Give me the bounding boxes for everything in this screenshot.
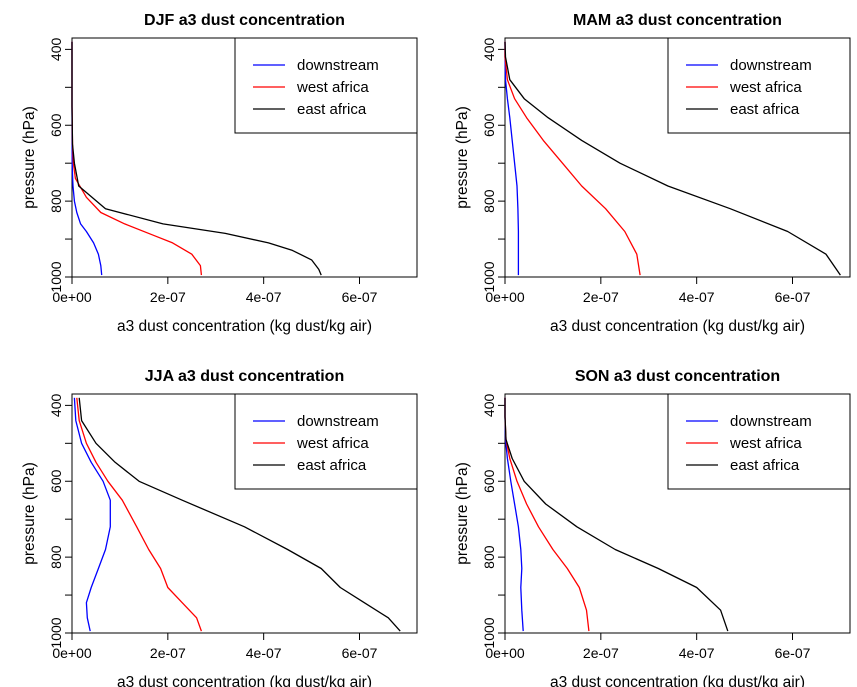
y-tick-label: 400 xyxy=(48,37,64,61)
x-tick-label: 0e+00 xyxy=(485,289,525,305)
y-tick-label: 800 xyxy=(48,545,64,569)
chart-panel-1: MAM a3 dust concentration 0e+00 2e-07 4e-07… xyxy=(454,12,851,335)
series-line-west-africa xyxy=(76,397,203,632)
x-tick-label: 4e-07 xyxy=(246,645,282,661)
y-tick-label: 800 xyxy=(481,189,497,213)
x-tick-label: 6e-07 xyxy=(775,289,811,305)
legend-label: east africa xyxy=(297,101,367,118)
x-tick-label: 4e-07 xyxy=(679,645,715,661)
x-axis-label: a3 dust concentration (kg dust/kg air) xyxy=(550,674,805,687)
y-tick-label: 400 xyxy=(481,37,497,61)
legend-label: east africa xyxy=(730,101,800,118)
legend-box xyxy=(667,37,851,134)
chart-title: SON a3 dust concentration xyxy=(575,368,780,385)
x-tick-label: 2e-07 xyxy=(150,645,186,661)
x-tick-label: 6e-07 xyxy=(342,645,378,661)
legend-box xyxy=(667,393,851,490)
legend-label: downstream xyxy=(297,57,379,74)
y-tick-label: 600 xyxy=(48,113,64,137)
y-tick-label: 1000 xyxy=(481,261,497,292)
series-line-downstream xyxy=(73,397,111,632)
chart-panel-3: SON a3 dust concentration 0e+00 2e-07 4e-07… xyxy=(454,368,851,687)
y-tick-label: 600 xyxy=(481,113,497,137)
x-tick-label: 0e+00 xyxy=(485,645,525,661)
legend-label: downstream xyxy=(730,57,812,74)
chart-title: MAM a3 dust concentration xyxy=(573,12,782,29)
x-tick-label: 2e-07 xyxy=(583,645,619,661)
x-tick-label: 4e-07 xyxy=(246,289,282,305)
chart-panel-0: DJF a3 dust concentration 0e+00 2e-07 4e-07… xyxy=(21,12,418,335)
legend-label: west africa xyxy=(729,435,802,452)
x-tick-label: 2e-07 xyxy=(150,289,186,305)
legend-label: east africa xyxy=(297,457,367,474)
legend-label: downstream xyxy=(297,413,379,430)
x-axis-label: a3 dust concentration (kg dust/kg air) xyxy=(550,318,805,335)
y-axis-label: pressure (hPa) xyxy=(21,462,38,565)
series-line-east-africa xyxy=(504,397,729,632)
x-tick-label: 2e-07 xyxy=(583,289,619,305)
series-line-downstream xyxy=(504,41,520,276)
series-line-east-africa xyxy=(504,41,841,276)
x-tick-label: 0e+00 xyxy=(52,645,92,661)
y-tick-label: 800 xyxy=(481,545,497,569)
x-axis-label: a3 dust concentration (kg dust/kg air) xyxy=(117,318,372,335)
legend-label: west africa xyxy=(296,435,369,452)
y-tick-label: 800 xyxy=(48,189,64,213)
legend-label: downstream xyxy=(730,413,812,430)
y-tick-label: 1000 xyxy=(48,617,64,648)
x-tick-label: 0e+00 xyxy=(52,289,92,305)
y-axis-label: pressure (hPa) xyxy=(454,462,471,565)
chart-title: JJA a3 dust concentration xyxy=(145,368,344,385)
y-axis-label: pressure (hPa) xyxy=(21,106,38,209)
y-tick-label: 400 xyxy=(48,393,64,417)
chart-title: DJF a3 dust concentration xyxy=(144,12,345,29)
y-axis-label: pressure (hPa) xyxy=(454,106,471,209)
legend-label: west africa xyxy=(296,79,369,96)
series-line-east-africa xyxy=(71,41,322,276)
x-tick-label: 6e-07 xyxy=(775,645,811,661)
legend-label: east africa xyxy=(730,457,800,474)
x-tick-label: 4e-07 xyxy=(679,289,715,305)
y-tick-label: 1000 xyxy=(48,261,64,292)
y-tick-label: 1000 xyxy=(481,617,497,648)
series-line-west-africa xyxy=(504,41,641,276)
y-tick-label: 400 xyxy=(481,393,497,417)
series-line-east-africa xyxy=(78,397,401,632)
series-line-downstream xyxy=(504,397,524,632)
legend-box xyxy=(234,393,418,490)
series-line-west-africa xyxy=(504,397,590,632)
chart-panel-2: JJA a3 dust concentration 0e+00 2e-07 4e-07… xyxy=(21,368,418,687)
y-tick-label: 600 xyxy=(48,469,64,493)
series-line-downstream xyxy=(71,41,103,276)
legend-label: west africa xyxy=(729,79,802,96)
legend-box xyxy=(234,37,418,134)
x-axis-label: a3 dust concentration (kg dust/kg air) xyxy=(117,674,372,687)
y-tick-label: 600 xyxy=(481,469,497,493)
x-tick-label: 6e-07 xyxy=(342,289,378,305)
